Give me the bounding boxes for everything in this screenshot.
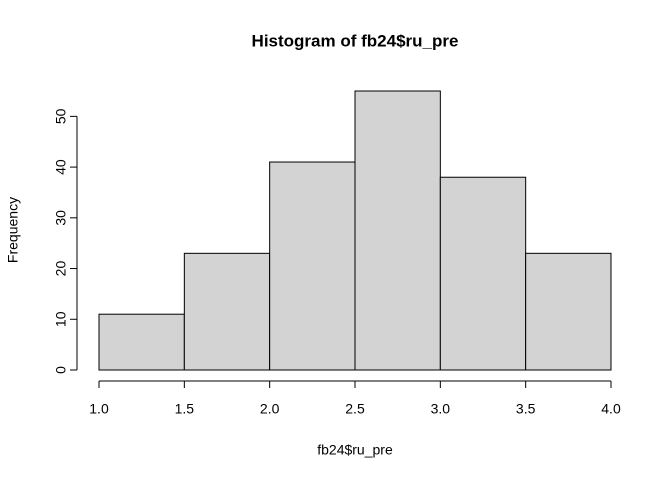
x-tick-label: 4.0 (601, 401, 621, 417)
x-tick-label: 1.5 (175, 401, 195, 417)
bar (525, 252, 612, 371)
y-axis-label: Frequency (5, 197, 21, 263)
x-tick-label: 3.5 (516, 401, 536, 417)
y-tick-label: 20 (53, 261, 69, 277)
y-tick-label: 0 (53, 366, 69, 374)
bar (183, 252, 271, 371)
bar (439, 176, 527, 371)
y-tick-label: 50 (53, 108, 69, 124)
x-tick-label: 3.0 (431, 401, 451, 417)
x-tick-label: 2.5 (345, 401, 365, 417)
x-tick-label: 1.0 (89, 401, 109, 417)
y-tick-label: 40 (53, 159, 69, 175)
x-axis-label: fb24$ru_pre (317, 442, 393, 458)
bar (354, 90, 441, 371)
bar (98, 313, 185, 371)
y-tick-label: 10 (53, 311, 69, 327)
chart-title: Histogram of fb24$ru_pre (252, 31, 459, 50)
y-tick-label: 30 (53, 210, 69, 226)
x-tick-label: 2.0 (260, 401, 280, 417)
bar (269, 161, 356, 371)
